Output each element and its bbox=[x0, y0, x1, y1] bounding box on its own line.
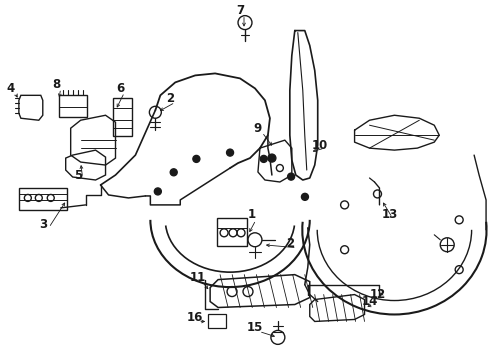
Text: 6: 6 bbox=[116, 82, 124, 95]
Text: 11: 11 bbox=[190, 271, 206, 284]
Bar bbox=[19, 188, 67, 210]
Circle shape bbox=[288, 173, 294, 180]
Bar bbox=[208, 315, 226, 328]
Text: 4: 4 bbox=[7, 82, 15, 95]
Text: 7: 7 bbox=[236, 4, 244, 17]
Circle shape bbox=[268, 154, 276, 162]
Text: 3: 3 bbox=[39, 218, 47, 231]
Text: 5: 5 bbox=[74, 168, 83, 181]
Circle shape bbox=[170, 169, 177, 176]
Text: 2: 2 bbox=[286, 237, 294, 250]
Text: 15: 15 bbox=[247, 321, 263, 334]
Text: 10: 10 bbox=[312, 139, 328, 152]
Text: 16: 16 bbox=[187, 311, 203, 324]
Text: 1: 1 bbox=[248, 208, 256, 221]
Text: 8: 8 bbox=[52, 78, 61, 91]
Bar bbox=[217, 218, 247, 246]
Circle shape bbox=[301, 193, 308, 200]
Text: 14: 14 bbox=[361, 295, 378, 308]
Bar bbox=[59, 95, 87, 117]
Text: 13: 13 bbox=[381, 208, 397, 221]
Circle shape bbox=[193, 156, 200, 162]
Text: 9: 9 bbox=[254, 122, 262, 135]
Bar bbox=[113, 98, 132, 136]
Circle shape bbox=[260, 156, 267, 162]
Text: 2: 2 bbox=[166, 92, 174, 105]
Circle shape bbox=[226, 149, 234, 156]
Text: 12: 12 bbox=[369, 288, 386, 301]
Circle shape bbox=[154, 188, 161, 195]
